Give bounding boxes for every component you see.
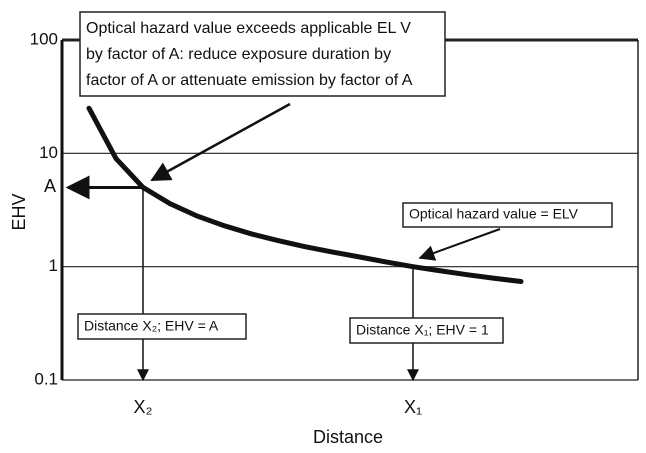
x-tick-label: X₂ bbox=[134, 397, 153, 417]
annotation-box bbox=[77, 313, 247, 340]
y-tick-label: 10 bbox=[39, 143, 58, 162]
curve bbox=[86, 105, 524, 284]
y-tick-label: 1 bbox=[49, 256, 58, 275]
annotation-arrow bbox=[418, 228, 501, 261]
annotation-text: Distance X₁; EHV = 1 bbox=[356, 322, 489, 338]
x-tick-label: X₁ bbox=[404, 397, 422, 417]
annotation-arrow bbox=[150, 102, 291, 182]
reference-label: A bbox=[44, 176, 56, 196]
annotation-box bbox=[79, 11, 446, 97]
y-axis-label: EHV bbox=[9, 193, 29, 230]
annotation-text: Distance X₂; EHV = A bbox=[84, 318, 219, 334]
annotation-text: factor of A or attenuate emission by fac… bbox=[86, 72, 413, 89]
y-tick-label: 0.1 bbox=[34, 369, 58, 388]
annotation-text: by factor of A: reduce exposure duration… bbox=[86, 46, 391, 63]
annotation-box bbox=[402, 202, 613, 228]
y-tick-label: 100 bbox=[30, 29, 58, 48]
x-axis-label: Distance bbox=[313, 427, 383, 447]
annotation-text: Optical hazard value = ELV bbox=[409, 206, 579, 222]
annotation-box bbox=[349, 317, 504, 344]
annotation-text: Optical hazard value exceeds applicable … bbox=[86, 20, 411, 37]
